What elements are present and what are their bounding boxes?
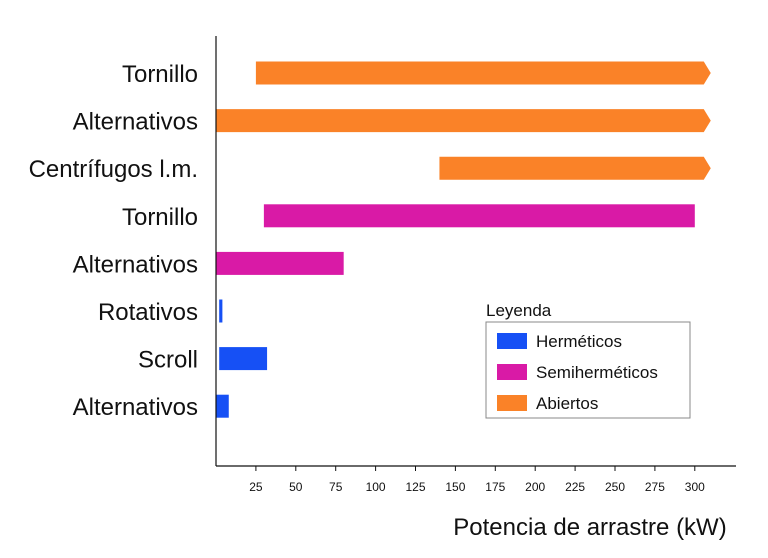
category-label: Tornillo (122, 61, 198, 88)
x-tick-label: 150 (445, 480, 465, 494)
x-tick-label: 175 (485, 480, 505, 494)
bar-2 (216, 109, 711, 133)
category-label: Tornillo (122, 204, 198, 231)
bar-5 (216, 251, 344, 275)
x-tick-label: 225 (565, 480, 585, 494)
x-tick-label: 300 (685, 480, 705, 494)
bar-3 (439, 156, 711, 180)
legend-label: Herméticos (536, 332, 622, 351)
category-label: Alternativos (73, 394, 198, 421)
category-label: Alternativos (73, 251, 198, 278)
x-tick-label: 25 (249, 480, 263, 494)
category-label: Scroll (138, 347, 198, 374)
x-tick-label: 125 (405, 480, 425, 494)
legend: Leyenda Herméticos Semiherméticos Abiertos (485, 301, 691, 419)
bar-7 (219, 347, 268, 371)
x-ticks: 25 50 75 100 125 150 175 200 225 250 275 300 (249, 466, 705, 494)
bar-1 (255, 61, 711, 85)
bar-6 (219, 299, 223, 323)
legend-swatch (497, 395, 527, 411)
category-label: Alternativos (73, 109, 198, 136)
x-tick-label: 50 (289, 480, 303, 494)
x-tick-label: 75 (329, 480, 343, 494)
x-tick-label: 200 (525, 480, 545, 494)
x-tick-label: 100 (366, 480, 386, 494)
legend-label: Semiherméticos (536, 363, 658, 382)
x-axis-title: Potencia de arrastre (kW) (453, 514, 726, 541)
category-label: Centrífugos l.m. (29, 156, 198, 183)
legend-swatch (497, 333, 527, 349)
x-tick-label: 275 (645, 480, 665, 494)
bar-8 (216, 394, 229, 418)
bars-layer (216, 61, 711, 418)
legend-entries: Herméticos Semiherméticos Abiertos (497, 332, 658, 413)
legend-label: Abiertos (536, 394, 598, 413)
x-tick-label: 250 (605, 480, 625, 494)
bar-4 (263, 204, 695, 228)
legend-swatch (497, 364, 527, 380)
category-label: Rotativos (98, 299, 198, 326)
category-labels: Tornillo Alternativos Centrífugos l.m. Torn… (29, 61, 198, 421)
legend-title: Leyenda (486, 301, 552, 320)
